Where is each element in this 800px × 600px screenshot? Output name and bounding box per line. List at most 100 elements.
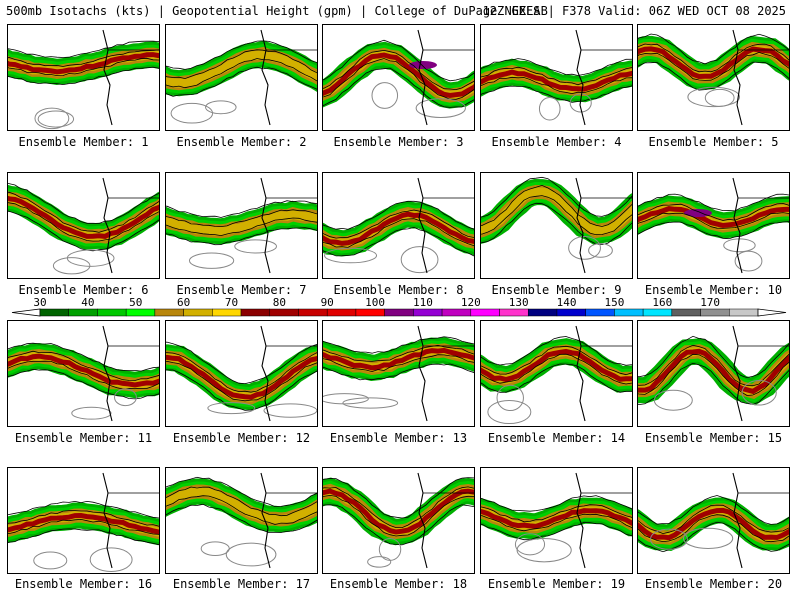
member-map-svg [481,472,632,569]
legend-swatch [470,308,500,317]
height-contour-closed [200,541,230,557]
height-contour-closed [71,406,112,420]
height-contour-closed [514,533,546,556]
ensemble-member-label: Ensemble Member: 13 [329,431,468,445]
height-contour-closed [205,100,237,115]
height-contour-closed [188,252,235,269]
ensemble-member-label: Ensemble Member: 9 [491,283,622,297]
height-contour [481,202,632,246]
coastline [102,29,113,126]
height-contour [481,176,632,218]
height-contour [166,352,317,393]
height-contour [166,40,317,70]
coastline [575,29,586,126]
ensemble-member-label: Ensemble Member: 19 [487,577,626,591]
height-contour-closed [371,82,399,109]
legend-tick-label: 120 [461,296,481,309]
legend-swatch [384,308,414,317]
height-contour-closed [516,537,572,563]
height-contour [638,193,789,212]
ensemble-member-map [7,320,160,427]
member-map-svg [166,472,317,569]
jet-stream-band [166,51,317,86]
height-contour [638,514,789,543]
height-contour-closed [568,235,601,260]
coastline [260,325,271,422]
height-contour-closed [487,399,532,425]
height-contour [8,182,159,224]
height-contour [8,66,159,86]
ensemble-member-label: Ensemble Member: 15 [644,431,783,445]
coastline [417,325,428,422]
height-contour [166,49,317,80]
legend-tick-label: 170 [700,296,720,309]
member-map-svg [481,325,632,425]
legend-swatch [240,308,271,317]
height-contour [8,342,159,372]
height-contour [323,58,474,100]
height-contour [8,202,159,242]
height-contour [166,486,317,517]
ensemble-member-map [7,24,160,131]
height-contour [323,226,474,257]
jet-stream-band [481,508,632,529]
member-map-svg [166,177,317,274]
height-contour-closed [588,243,613,258]
height-contour [166,369,317,411]
height-contour-closed [649,528,688,550]
height-contour [323,200,474,230]
ensemble-member-label: Ensemble Member: 3 [333,135,464,149]
height-contour-closed [496,384,524,412]
coastline [417,472,428,569]
legend-swatch [671,308,701,317]
jet-stream-band [481,348,632,383]
member-map-svg [323,29,474,126]
jet-stream-band [323,488,474,535]
height-contour [481,76,632,95]
height-contour [638,43,789,73]
height-contour [323,39,474,82]
member-map-svg [481,29,632,126]
jet-stream-band [638,46,789,80]
height-contour-closed [33,551,68,570]
height-contour [8,510,159,527]
coastline [732,325,743,422]
ensemble-member-label: Ensemble Member: 7 [176,283,307,297]
legend-swatch [556,308,586,317]
header-title: 500mb Isotachs (kts) | Geopotential Heig… [6,4,548,18]
ensemble-member-map [322,172,475,279]
ensemble-member-map [637,172,790,279]
ensemble-member-label: Ensemble Member: 8 [333,283,464,297]
height-contour-closed [114,388,137,407]
legend-swatch [700,308,730,317]
member-map-svg [638,325,789,422]
height-contour-closed [263,403,317,418]
member-map-svg [8,325,159,422]
height-contour [8,528,159,546]
legend-swatch [527,308,558,317]
height-contour [8,40,159,58]
height-contour [166,495,317,525]
height-contour [166,217,317,237]
legend-swatch [154,308,184,317]
height-contour [481,353,632,385]
height-contour [638,61,789,91]
height-contour-closed [170,102,214,124]
height-contour [323,354,474,373]
legend-tick-label: 60 [177,296,190,309]
height-contour [166,200,317,218]
ensemble-member-label: Ensemble Member: 1 [18,135,149,149]
height-contour [323,49,474,91]
ensemble-member-map [322,467,475,574]
height-contour [638,221,789,240]
color-legend: 30 40 50 60 70 80 90 100 110 120 130 140 150 160 170 [0,296,800,318]
legend-swatch [97,308,127,317]
ensemble-member-map [480,320,633,427]
height-contour-closed [34,107,70,130]
height-contour [166,341,317,385]
legend-tick-label: 100 [365,296,385,309]
height-contour [481,345,632,376]
height-contour-closed [89,547,133,572]
height-contour [8,191,159,233]
ensemble-member-map [165,320,318,427]
